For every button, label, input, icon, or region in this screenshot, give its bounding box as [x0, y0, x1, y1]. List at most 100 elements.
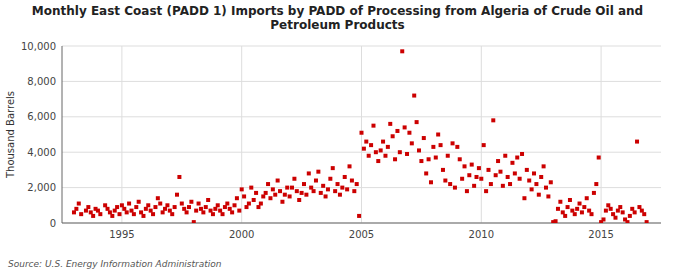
point: [264, 191, 268, 195]
point: [364, 140, 368, 144]
point: [398, 150, 402, 154]
point: [206, 198, 210, 202]
point: [611, 212, 615, 216]
point: [192, 220, 196, 223]
point: [96, 209, 100, 213]
point: [427, 157, 431, 161]
point: [508, 182, 512, 186]
point: [122, 207, 126, 211]
point: [400, 49, 404, 53]
point: [489, 182, 493, 186]
point: [288, 194, 292, 198]
point: [180, 202, 184, 206]
point: [77, 202, 81, 206]
point: [254, 191, 258, 195]
point: [453, 186, 457, 190]
point: [472, 184, 476, 188]
point: [582, 205, 586, 209]
y-tick-label: 10,000: [21, 41, 56, 52]
point: [609, 207, 613, 211]
point: [187, 205, 191, 209]
point: [252, 198, 256, 202]
point: [249, 186, 253, 190]
point: [542, 164, 546, 168]
point: [129, 209, 133, 213]
point: [621, 210, 625, 214]
point: [84, 209, 88, 213]
point: [613, 216, 617, 220]
point: [204, 205, 208, 209]
point: [175, 193, 179, 197]
point: [242, 194, 246, 198]
point: [568, 198, 572, 202]
point: [333, 189, 337, 193]
point: [338, 193, 342, 197]
point: [189, 200, 193, 204]
point: [494, 173, 498, 177]
point: [498, 170, 502, 174]
point: [357, 214, 361, 218]
point: [235, 196, 239, 200]
point: [496, 159, 500, 163]
point: [419, 159, 423, 163]
point: [630, 207, 634, 211]
point: [336, 182, 340, 186]
point: [448, 182, 452, 186]
point: [271, 187, 275, 191]
point: [259, 202, 263, 206]
title: Monthly East Coast (PADD 1) Imports by P…: [32, 4, 643, 32]
point: [233, 203, 237, 207]
point: [510, 161, 514, 165]
point: [326, 187, 330, 191]
point: [395, 129, 399, 133]
point: [168, 209, 172, 213]
point: [213, 207, 217, 211]
point: [463, 164, 467, 168]
chart: Monthly East Coast (PADD 1) Imports by P…: [0, 0, 675, 275]
point: [108, 210, 112, 214]
y-tick-label: 8,000: [27, 76, 56, 87]
y-tick-label: 6,000: [27, 111, 56, 122]
point: [158, 202, 162, 206]
point: [530, 187, 534, 191]
point: [345, 187, 349, 191]
point: [587, 209, 591, 213]
point: [441, 168, 445, 172]
point: [383, 154, 387, 158]
point: [410, 141, 414, 145]
point: [141, 214, 145, 218]
point: [86, 205, 90, 209]
point: [163, 207, 167, 211]
point: [554, 219, 558, 223]
point: [484, 189, 488, 193]
point: [635, 140, 639, 144]
point: [127, 202, 131, 206]
x-tick-label: 2005: [349, 229, 374, 240]
point: [436, 133, 440, 137]
point: [467, 173, 471, 177]
point: [544, 186, 548, 190]
point: [525, 168, 529, 172]
point: [115, 205, 119, 209]
point: [276, 179, 280, 183]
point: [316, 170, 320, 174]
point: [578, 202, 582, 206]
point: [503, 154, 507, 158]
x-axis-line: [62, 223, 661, 224]
point: [199, 207, 203, 211]
point: [134, 205, 138, 209]
point: [465, 189, 469, 193]
point: [431, 145, 435, 149]
point: [132, 212, 136, 216]
point: [506, 175, 510, 179]
y-tick-label: 4,000: [27, 147, 56, 158]
point: [261, 194, 265, 198]
point: [486, 168, 490, 172]
point: [321, 184, 325, 188]
point: [139, 210, 143, 214]
point: [580, 210, 584, 214]
point: [149, 209, 153, 213]
point: [125, 210, 129, 214]
point: [98, 212, 102, 216]
point: [633, 210, 637, 214]
